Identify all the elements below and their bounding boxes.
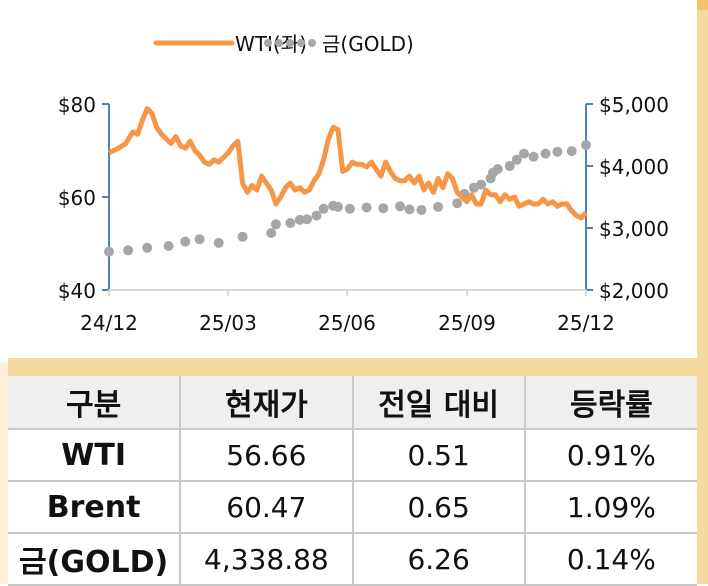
x-tick-label: 25/09 <box>438 311 496 335</box>
gold-data-point <box>142 242 153 253</box>
x-tick-label: 25/12 <box>557 311 615 335</box>
right-tick-3000: $3,000 <box>599 217 669 241</box>
decorative-border-left <box>0 362 8 584</box>
gold-data-point <box>266 228 277 238</box>
gold-data-point <box>511 154 522 165</box>
gold-data-point <box>528 151 539 162</box>
gold-data-point <box>581 140 591 150</box>
gold-data-point <box>194 234 205 245</box>
gold-data-point <box>540 148 551 159</box>
price-table: 구분 현재가 전일 대비 등락률 WTI 56.66 0.51 0.91% Br… <box>8 376 697 586</box>
x-tick-label: 24/12 <box>80 311 138 335</box>
gold-data-point <box>566 146 577 157</box>
table-header-row: 구분 현재가 전일 대비 등락률 <box>8 376 697 430</box>
gold-data-point <box>302 214 312 225</box>
row-rate: 0.91% <box>523 429 697 482</box>
gold-data-point <box>395 201 405 212</box>
gold-data-point <box>270 219 281 230</box>
header-change: 전일 대비 <box>351 376 525 430</box>
gold-data-point <box>504 161 515 171</box>
gold-data-point <box>492 164 503 175</box>
gold-data-point <box>163 241 174 251</box>
gold-data-point <box>433 201 444 212</box>
right-tick-5000: $5,000 <box>599 93 669 117</box>
price-chart: WTI(좌) 금(GOLD) $80 $60 $40 <box>58 32 669 335</box>
gold-data-point <box>237 231 248 242</box>
gold-data-point <box>311 210 322 221</box>
row-change: 0.65 <box>351 481 525 534</box>
row-rate: 0.14% <box>523 533 697 586</box>
gold-data-point <box>294 214 305 225</box>
table-row: 금(GOLD) 4,338.88 6.26 0.14% <box>8 533 697 586</box>
left-tick-60: $60 <box>58 186 96 210</box>
gold-data-point <box>416 205 427 215</box>
left-axis: $80 $60 $40 <box>58 93 110 303</box>
row-rate: 1.09% <box>523 481 697 534</box>
header-category: 구분 <box>8 376 181 430</box>
row-price: 56.66 <box>179 429 353 482</box>
row-change: 0.51 <box>351 429 525 482</box>
header-current-price: 현재가 <box>179 376 353 430</box>
gold-data-point <box>180 236 191 247</box>
right-tick-2000: $2,000 <box>599 279 669 303</box>
legend-dots-gold-icon <box>264 39 316 47</box>
x-axis: 24/12 25/03 25/06 25/09 25/12 <box>80 289 615 335</box>
x-tick-label: 25/03 <box>199 311 257 335</box>
chart-area: WTI(좌) 금(GOLD) $80 $60 $40 <box>57 32 669 335</box>
wti-series-line <box>107 106 588 221</box>
chart-legend: WTI(좌) 금(GOLD) <box>153 32 414 56</box>
gold-data-point <box>361 202 372 213</box>
gold-data-point <box>333 201 343 212</box>
gold-data-point <box>104 246 114 257</box>
gold-data-point <box>213 237 224 248</box>
table-row: Brent 60.47 0.65 1.09% <box>8 481 697 534</box>
row-price: 4,338.88 <box>179 533 353 586</box>
gold-data-point <box>344 203 355 214</box>
gold-data-point <box>476 179 487 190</box>
legend-label-gold: 금(GOLD) <box>322 32 414 56</box>
gold-data-point <box>285 218 296 228</box>
table-row: WTI 56.66 0.51 0.91% <box>8 429 697 482</box>
left-tick-80: $80 <box>58 93 96 117</box>
gold-data-point <box>552 146 563 157</box>
decorative-border-right-top <box>697 0 708 10</box>
row-price: 60.47 <box>179 481 353 534</box>
row-change: 6.26 <box>351 533 525 586</box>
x-tick-label: 25/06 <box>318 311 376 335</box>
gold-data-point <box>378 203 389 214</box>
gold-data-point <box>404 204 415 215</box>
gold-data-point <box>123 245 134 256</box>
right-axis: $5,000 $4,000 $3,000 $2,000 <box>585 93 669 303</box>
header-rate: 등락률 <box>523 376 697 430</box>
left-tick-40: $40 <box>58 279 96 303</box>
row-name: WTI <box>8 429 181 482</box>
gold-data-point <box>519 148 529 159</box>
decorative-border-right <box>697 0 708 584</box>
decorative-band <box>8 358 697 376</box>
row-name: 금(GOLD) <box>8 533 181 586</box>
gold-data-point <box>452 198 463 209</box>
right-tick-4000: $4,000 <box>599 155 669 179</box>
row-name: Brent <box>8 481 181 534</box>
gold-data-point <box>318 203 329 214</box>
